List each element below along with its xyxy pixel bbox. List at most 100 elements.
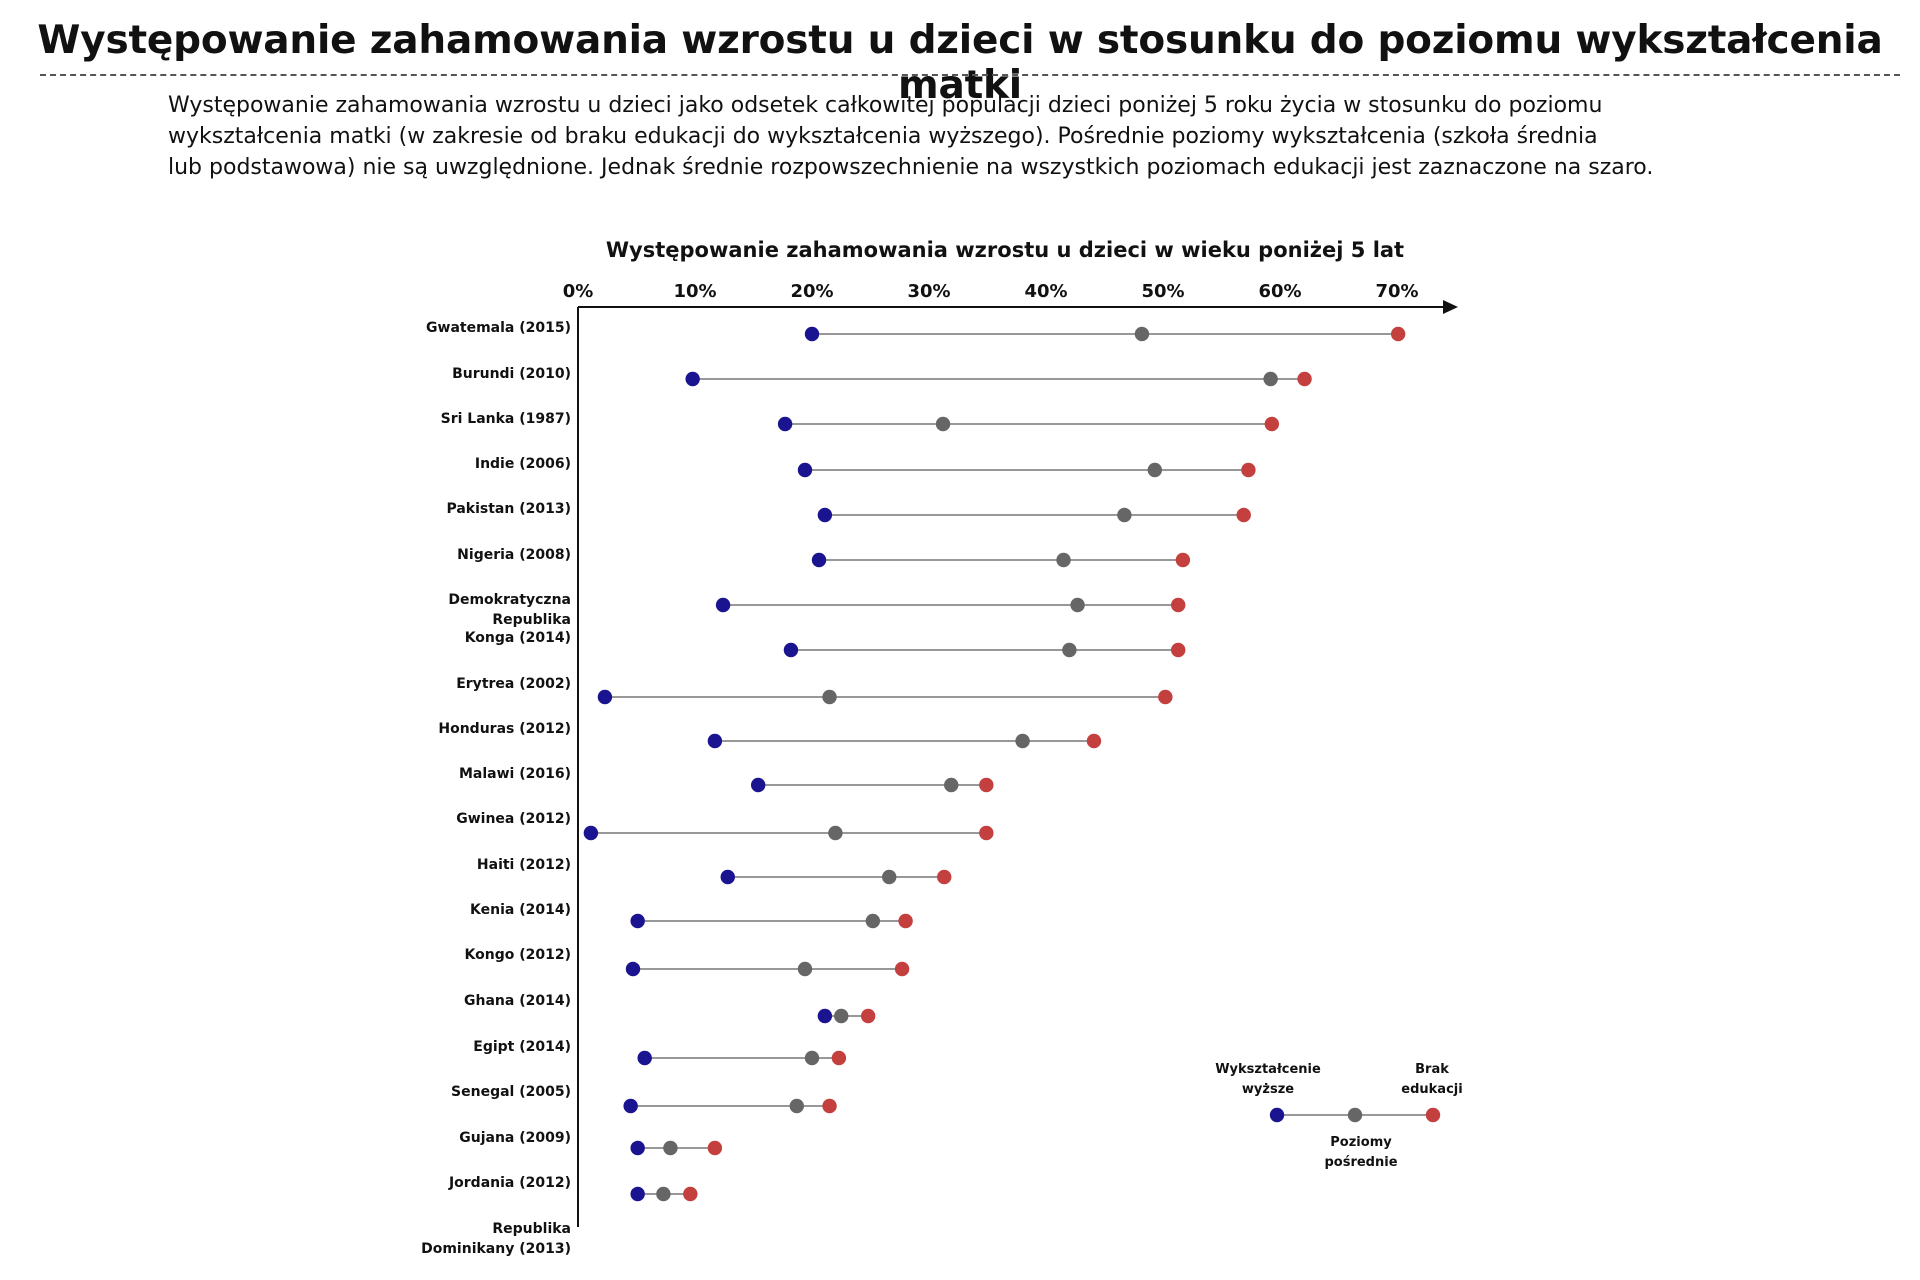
title-divider (40, 74, 1900, 76)
data-row (783, 642, 1186, 658)
legend-intermediate-label-line: Poziomy (1330, 1135, 1392, 1150)
legend-higher-label-line: Wykształcenie (1215, 1062, 1321, 1077)
row-label: Republika Dominikany (2013) (421, 1221, 571, 1257)
higher-education-point (630, 913, 645, 929)
data-row (583, 825, 994, 841)
row-label: Malawi (2016) (459, 766, 571, 782)
row-label: Gwatemala (2015) (426, 320, 571, 336)
no-education-point (1241, 462, 1256, 478)
chart-description: Występowanie zahamowania wzrostu u dziec… (168, 90, 1788, 183)
row-label-line: Nigeria (2008) (457, 547, 571, 563)
intermediate-point (804, 1050, 820, 1066)
data-row (630, 913, 913, 929)
row-label: Ghana (2014) (464, 993, 571, 1009)
intermediate-point (1070, 597, 1085, 613)
row-label: Pakistan (2013) (446, 501, 571, 517)
higher-education-point (720, 869, 735, 885)
intermediate-point (656, 1186, 671, 1202)
no-education-point (937, 869, 952, 885)
intermediate-point (828, 825, 843, 841)
intermediate-point (1117, 507, 1132, 523)
row-label-line: Pakistan (2013) (446, 501, 571, 517)
description-line: wykształcenia matki (w zakresie od braku… (168, 124, 1598, 149)
legend-higher-label: Wykształcenie wyższe (1215, 1062, 1321, 1097)
row-label-line: Dominikany (2013) (421, 1241, 571, 1257)
no-education-point (979, 825, 994, 841)
higher-education-point (685, 371, 700, 387)
data-row (707, 733, 1102, 749)
legend-higher-dot (1269, 1107, 1285, 1123)
x-tick-label: 70% (1375, 281, 1418, 302)
higher-education-point (583, 825, 599, 841)
higher-education-point (715, 597, 731, 613)
row-label-line: Jordania (2012) (448, 1175, 571, 1191)
row-label-line: Indie (2006) (475, 456, 571, 472)
higher-education-point (637, 1050, 652, 1066)
description-line: Występowanie zahamowania wzrostu u dziec… (168, 93, 1603, 118)
no-education-point (1158, 689, 1173, 705)
row-label-line: Konga (2014) (465, 630, 571, 646)
legend-no-education-label-line: edukacji (1401, 1082, 1462, 1097)
higher-education-point (750, 777, 766, 793)
legend-higher-label-line: wyższe (1242, 1082, 1294, 1097)
no-education-point (979, 777, 994, 793)
row-label-line: Malawi (2016) (459, 766, 571, 782)
no-education-point (1171, 642, 1186, 658)
row-label-line: Sri Lanka (1987) (441, 411, 571, 427)
row-label: Kenia (2014) (470, 902, 571, 918)
x-axis: 0% 10% 20% 30% 40% 50% 60% 70% (563, 281, 1458, 1227)
row-labels: Gwatemala (2015) Burundi (2010) Sri Lanka … (421, 320, 571, 1257)
higher-education-point (625, 961, 641, 977)
no-education-point (898, 913, 913, 929)
data-row (625, 961, 910, 977)
higher-education-point (707, 733, 723, 749)
intermediate-point (1015, 733, 1030, 749)
row-label-line: Republika (492, 1221, 571, 1237)
no-education-point (683, 1186, 698, 1202)
intermediate-point (822, 689, 837, 705)
row-label: Demokratyczna Republika (448, 592, 571, 628)
no-education-point (1297, 371, 1312, 387)
row-label-line: Erytrea (2002) (456, 676, 571, 692)
higher-education-point (797, 462, 813, 478)
no-education-point (1390, 326, 1406, 342)
row-label: Konga (2014) (465, 630, 571, 646)
data-row (750, 777, 994, 793)
row-label-line: Ghana (2014) (464, 993, 571, 1009)
row-label: Kongo (2012) (465, 947, 571, 963)
row-label: Egipt (2014) (473, 1039, 571, 1055)
x-tick-label: 60% (1258, 281, 1301, 302)
intermediate-point (865, 913, 881, 929)
intermediate-point (1056, 552, 1071, 568)
intermediate-point (1263, 371, 1278, 387)
higher-education-point (777, 416, 793, 432)
higher-education-point (623, 1098, 638, 1114)
no-education-point (822, 1098, 837, 1114)
description-line: lub podstawowa) nie są uwzględnione. Jed… (168, 155, 1654, 180)
row-label-line: Honduras (2012) (438, 721, 571, 737)
data-row (630, 1140, 723, 1156)
legend-intermediate-label-line: pośrednie (1324, 1155, 1397, 1170)
intermediate-point (663, 1140, 678, 1156)
data-row (597, 689, 1173, 705)
higher-education-point (817, 1008, 833, 1024)
data-row (817, 507, 1251, 523)
row-label: Honduras (2012) (438, 721, 571, 737)
intermediate-point (789, 1098, 804, 1114)
higher-education-point (597, 689, 613, 705)
x-tick-label: 30% (907, 281, 950, 302)
data-row (811, 552, 1191, 568)
row-label-line: Kenia (2014) (470, 902, 571, 918)
row-label: Burundi (2010) (452, 366, 571, 382)
page-title: Występowanie zahamowania wzrostu u dziec… (37, 18, 1883, 108)
row-label: Haiti (2012) (477, 857, 571, 873)
row-label-line: Gujana (2009) (459, 1130, 571, 1146)
no-education-point (1171, 597, 1186, 613)
legend: Wykształcenie wyższe Brak edukacji Poziomy po… (1215, 1062, 1463, 1170)
axis-arrow-icon (1443, 300, 1458, 314)
x-tick-label: 0% (563, 281, 594, 302)
no-education-point (707, 1140, 723, 1156)
legend-intermediate-label: Poziomy pośrednie (1324, 1135, 1397, 1170)
no-education-point (1086, 733, 1102, 749)
